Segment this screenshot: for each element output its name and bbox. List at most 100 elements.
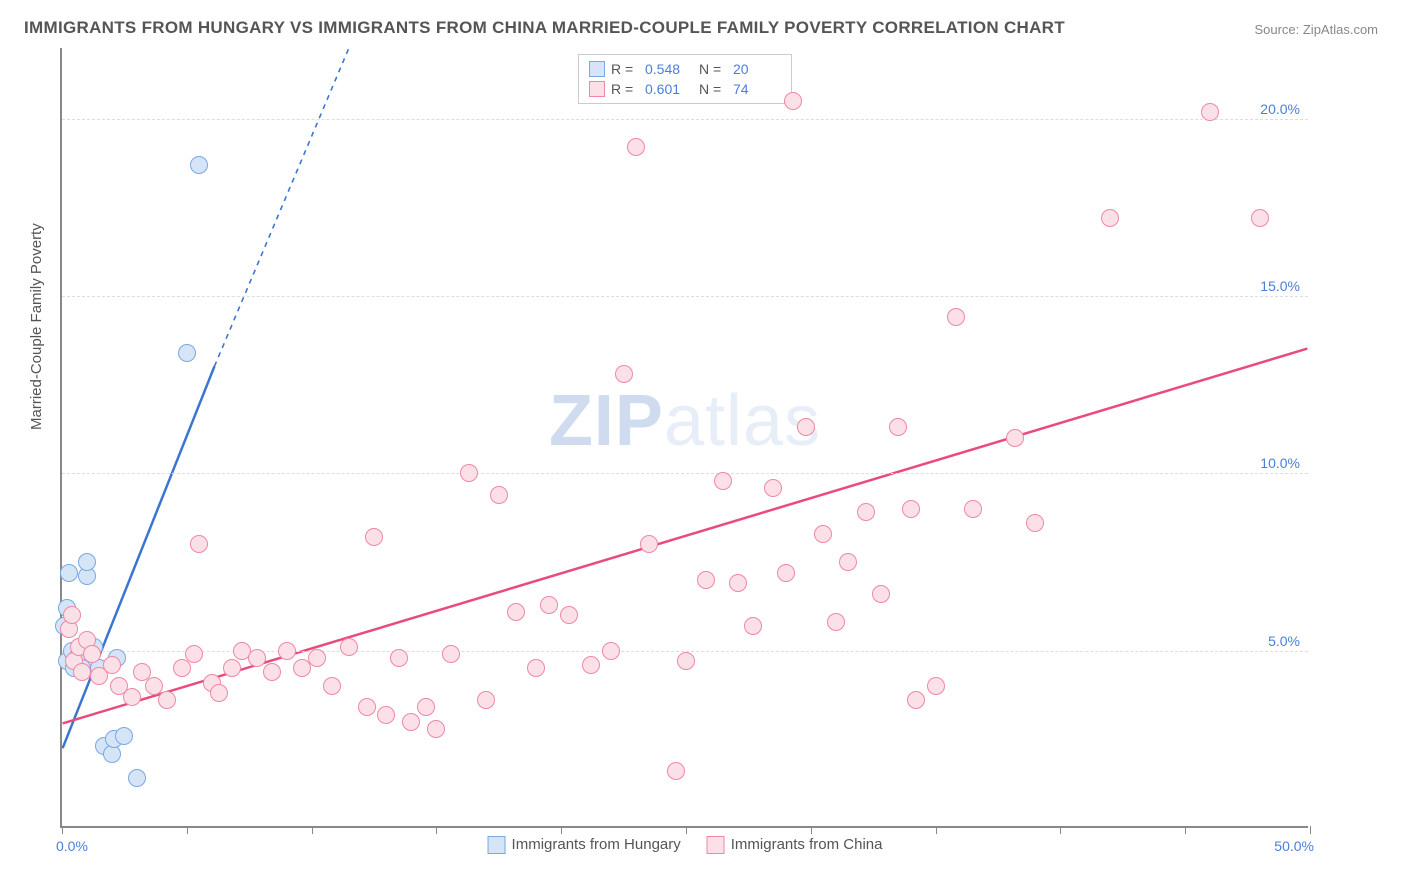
data-point [714,472,732,490]
data-point [63,606,81,624]
data-point [582,656,600,674]
data-point [263,663,281,681]
data-point [667,762,685,780]
data-point [390,649,408,667]
data-point [340,638,358,656]
x-tick [1060,826,1061,834]
data-point [540,596,558,614]
data-point [73,663,91,681]
data-point [744,617,762,635]
y-tick-label: 10.0% [1260,455,1300,471]
data-point [417,698,435,716]
legend-series-label: Immigrants from Hungary [512,836,681,853]
legend-stats: R =0.548N =20R = 0.601 N = 74 [578,54,792,104]
trend-line-extrapolated [214,48,348,366]
data-point [827,613,845,631]
data-point [602,642,620,660]
data-point [128,769,146,787]
legend-stat-label: R = [611,59,639,79]
data-point [1251,209,1269,227]
legend-stat-row: R =0.601N =74 [589,79,781,99]
watermark: ZIPatlas [549,380,821,462]
data-point [1026,514,1044,532]
data-point [190,156,208,174]
legend-swatch [488,836,506,854]
data-point [190,535,208,553]
source-attribution: Source: ZipAtlas.com [1254,22,1378,37]
data-point [158,691,176,709]
y-tick-label: 5.0% [1268,633,1300,649]
data-point [615,365,633,383]
legend-series: Immigrants from Hungary Immigrants from C… [488,836,883,854]
x-tick [811,826,812,834]
x-tick-label: 0.0% [56,838,88,854]
legend-stat-row: R =0.548N =20 [589,59,781,79]
gridline-h [62,296,1308,297]
x-tick [62,826,63,834]
legend-n-value: 74 [733,79,781,99]
data-point [640,535,658,553]
data-point [784,92,802,110]
data-point [308,649,326,667]
data-point [402,713,420,731]
data-point [814,525,832,543]
data-point [490,486,508,504]
gridline-h [62,119,1308,120]
data-point [857,503,875,521]
data-point [123,688,141,706]
data-point [527,659,545,677]
legend-swatch [589,61,605,77]
data-point [889,418,907,436]
data-point [223,659,241,677]
data-point [729,574,747,592]
x-tick [936,826,937,834]
legend-series-label: Immigrants from China [731,836,883,853]
legend-stat-label: N = [699,79,727,99]
data-point [185,645,203,663]
plot-area: ZIPatlas R =0.548N =20R =0.601N =74 Immi… [60,48,1308,828]
data-point [677,652,695,670]
data-point [1201,103,1219,121]
data-point [1101,209,1119,227]
data-point [764,479,782,497]
x-tick [1310,826,1311,834]
data-point [365,528,383,546]
chart-title: IMMIGRANTS FROM HUNGARY VS IMMIGRANTS FR… [24,18,1065,38]
legend-swatch [589,81,605,97]
y-axis-title: Married-Couple Family Poverty [28,223,45,430]
data-point [83,645,101,663]
legend-r-value: 0.601 [645,79,693,99]
x-tick [312,826,313,834]
watermark-zip: ZIP [549,381,664,461]
data-point [902,500,920,518]
data-point [627,138,645,156]
data-point [907,691,925,709]
data-point [839,553,857,571]
legend-stat-label: N = [699,59,727,79]
data-point [477,691,495,709]
y-tick-label: 20.0% [1260,101,1300,117]
x-tick [561,826,562,834]
x-tick [187,826,188,834]
y-tick-label: 15.0% [1260,278,1300,294]
data-point [460,464,478,482]
x-tick [686,826,687,834]
data-point [248,649,266,667]
data-point [178,344,196,362]
data-point [358,698,376,716]
data-point [427,720,445,738]
data-point [777,564,795,582]
data-point [442,645,460,663]
x-tick-label: 50.0% [1274,838,1314,854]
data-point [173,659,191,677]
legend-series-item: Immigrants from Hungary [488,836,681,854]
gridline-h [62,473,1308,474]
data-point [1006,429,1024,447]
data-point [103,656,121,674]
legend-series-item: Immigrants from China [707,836,883,854]
data-point [697,571,715,589]
data-point [323,677,341,695]
data-point [560,606,578,624]
data-point [964,500,982,518]
data-point [927,677,945,695]
